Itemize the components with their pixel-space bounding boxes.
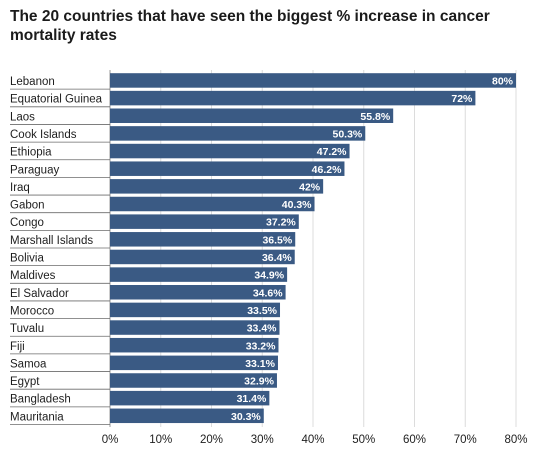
- data-label: 72%: [451, 93, 473, 105]
- category-label: El Salvador: [10, 288, 69, 300]
- bar: [110, 161, 345, 176]
- bar: [110, 232, 296, 247]
- x-tick-label: 10%: [149, 434, 172, 446]
- data-label: 31.4%: [237, 393, 267, 405]
- category-label: Equatorial Guinea: [10, 94, 103, 106]
- data-label: 33.2%: [246, 340, 276, 352]
- category-label: Samoa: [10, 358, 47, 370]
- category-label: Tuvalu: [10, 323, 44, 335]
- data-label: 34.9%: [254, 270, 284, 282]
- data-label: 50.3%: [332, 128, 362, 140]
- x-tick-label: 60%: [403, 434, 426, 446]
- bar: [110, 285, 286, 300]
- x-tick-label: 30%: [251, 434, 274, 446]
- bar: [110, 408, 264, 424]
- category-label: Cook Islands: [10, 129, 77, 141]
- category-label: Egypt: [10, 376, 40, 388]
- bar: [110, 249, 295, 265]
- data-label: 34.6%: [253, 287, 283, 299]
- bar: [110, 373, 277, 388]
- axis-ticks: 0% 10% 20% 30% 40% 50% 60% 70% 80%: [102, 434, 528, 446]
- data-label: 37.2%: [266, 217, 296, 229]
- category-label: Paraguay: [10, 164, 59, 176]
- category-label: Bangladesh: [10, 394, 71, 406]
- x-tick-label: 20%: [200, 434, 223, 446]
- bar: [110, 355, 278, 371]
- bar: [110, 214, 299, 229]
- data-label: 33.4%: [247, 323, 277, 335]
- data-label: 55.8%: [360, 111, 390, 123]
- chart-title: The 20 countries that have seen the bigg…: [10, 8, 490, 44]
- category-label: Ethiopia: [10, 147, 52, 159]
- category-label: Gabon: [10, 200, 45, 212]
- bar: [110, 390, 270, 406]
- bar: [110, 320, 280, 335]
- data-label: 46.2%: [312, 164, 342, 176]
- data-label: 36.4%: [262, 252, 292, 264]
- category-label: Iraq: [10, 182, 30, 194]
- category-label: Fiji: [10, 341, 25, 353]
- x-tick-label: 80%: [504, 434, 527, 446]
- x-tick-label: 70%: [454, 434, 477, 446]
- data-label: 40.3%: [282, 199, 312, 211]
- bar: [110, 337, 279, 353]
- data-label: 32.9%: [244, 376, 274, 388]
- data-label: 33.1%: [245, 358, 275, 370]
- category-label: Bolivia: [10, 253, 44, 265]
- x-tick-label: 40%: [301, 434, 324, 446]
- bar: [110, 196, 315, 212]
- bar: [110, 90, 476, 106]
- bar: [110, 73, 516, 88]
- category-label: Morocco: [10, 305, 54, 317]
- category-label: Mauritania: [10, 411, 64, 423]
- data-label: 30.3%: [231, 411, 261, 423]
- category-label: Maldives: [10, 270, 56, 282]
- bar: [110, 108, 394, 123]
- bar: [110, 267, 288, 282]
- category-labels: Lebanon Equatorial Guinea Laos Cook Islands…: [10, 76, 110, 425]
- category-label: Lebanon: [10, 76, 55, 88]
- category-label: Laos: [10, 111, 35, 123]
- bar: [110, 143, 350, 159]
- data-label: 47.2%: [317, 146, 347, 158]
- data-label: 33.5%: [247, 305, 277, 317]
- category-label: Marshall Islands: [10, 235, 93, 247]
- bars: 80% 72% 55.8% 50.3% 47.2% 46.2% 42% 40.3% 37.2% 3…: [110, 73, 516, 424]
- data-label: 36.5%: [262, 234, 292, 246]
- x-tick-label: 50%: [352, 434, 375, 446]
- bar: [110, 302, 281, 318]
- bar: [110, 179, 324, 194]
- data-label: 80%: [492, 76, 514, 88]
- category-label: Congo: [10, 217, 44, 229]
- x-tick-label: 0%: [102, 434, 119, 446]
- bar: [110, 126, 366, 141]
- data-label: 42%: [299, 181, 321, 193]
